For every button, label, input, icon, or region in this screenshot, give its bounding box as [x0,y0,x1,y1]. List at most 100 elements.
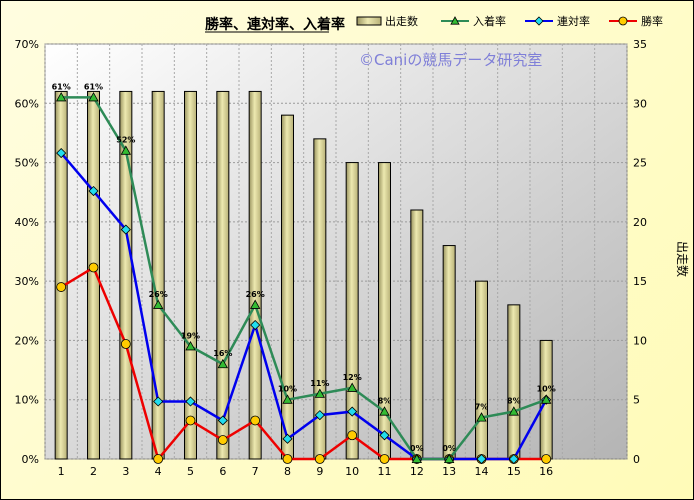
series-point [152,299,164,309]
series-point [443,453,455,464]
y-right-tick-label: 10 [633,334,647,347]
series-point [508,406,520,416]
series-point [250,319,261,331]
bar-starts [184,90,197,460]
bar-starts [442,245,456,460]
series-point [379,454,390,464]
x-tick-label: 3 [122,465,129,478]
y-left-tick-label: 10% [15,394,39,407]
series-point [540,394,552,404]
series-point [185,415,196,426]
data-label: 61% [52,82,71,91]
y-right-tick-label: 35 [633,38,647,51]
x-tick-label: 14 [475,465,489,478]
series-line [61,96,547,461]
data-label: 16% [213,349,232,358]
series-point [88,92,99,102]
x-tick-label: 2 [90,465,97,478]
series-point [282,454,293,464]
y-left-tick-label: 50% [15,157,39,170]
data-label: 11% [310,379,329,388]
data-label: 12% [343,373,362,382]
data-label: 26% [149,290,168,299]
y-right-tick-label: 30 [633,97,647,110]
chart-title: 勝率、連対率、入着率 [205,16,345,33]
right-axis-label: 出走数 [675,241,690,277]
data-label: 0% [410,444,424,453]
y-right-tick-label: 5 [633,394,640,407]
data-label: 0% [442,444,456,453]
series-line [60,152,548,461]
y-left-tick-label: 0% [22,453,39,466]
y-left-tick-label: 60% [15,97,39,110]
series-point [88,185,99,197]
series-point [120,145,132,155]
series-point [153,396,164,407]
bar-starts [54,90,68,460]
series-point [508,453,519,465]
series-point [314,388,326,398]
series-point [346,382,358,392]
series-point [120,339,131,349]
y-left-tick-label: 70% [15,38,39,51]
data-label: 26% [246,290,265,299]
x-tick-label: 4 [155,465,162,478]
series-point [282,433,293,444]
x-tick-label: 5 [187,465,194,478]
bar-starts [248,90,262,460]
x-tick-label: 10 [345,465,359,478]
series-point [217,415,228,426]
bar-starts [281,114,294,460]
series-point [347,430,358,441]
series-point [56,282,67,292]
series-point [347,406,358,417]
bar-starts [475,280,488,460]
series-point [56,148,67,159]
data-label: 52% [116,136,135,145]
legend-label: 勝率 [641,14,663,28]
series-point [250,415,261,426]
series-point [55,92,67,102]
legend-label: 連対率 [557,14,590,28]
series-point [314,454,325,464]
legend-marker [618,16,628,26]
data-label: 7% [475,403,489,412]
series-point [314,410,325,421]
y-right-tick-label: 15 [633,275,647,288]
legend-swatch-bars [356,16,382,26]
bar-starts [119,90,133,460]
series-point [379,406,390,416]
y-left-tick-label: 40% [15,216,39,229]
series-point [541,454,552,464]
x-tick-label: 12 [410,465,424,478]
series-point [249,299,261,309]
data-label: 19% [181,331,200,340]
legend-marker [450,16,460,25]
data-label: 8% [507,397,521,406]
legend: 出走数 入着率 連対率 勝率 [356,14,663,28]
bar-starts [410,209,424,460]
series-point [217,435,228,445]
bar-starts [507,304,521,460]
series-point [282,394,293,404]
x-tick-label: 7 [252,465,259,478]
legend-marker [534,16,544,26]
series-point [185,396,196,407]
legend-label: 出走数 [385,14,418,28]
bar-starts [345,162,359,460]
legend-label: 入着率 [473,14,506,28]
x-tick-label: 11 [378,465,392,478]
series-point [476,412,487,422]
data-label: 10% [537,385,556,394]
series-point [120,224,131,235]
bar-starts [216,90,230,460]
y-right-tick-label: 20 [633,216,647,229]
series-point [411,453,423,464]
x-tick-label: 13 [442,465,456,478]
series-point [88,262,99,273]
y-left-tick-label: 20% [15,334,39,347]
y-left-tick-label: 30% [15,275,39,288]
x-tick-label: 15 [507,465,521,478]
